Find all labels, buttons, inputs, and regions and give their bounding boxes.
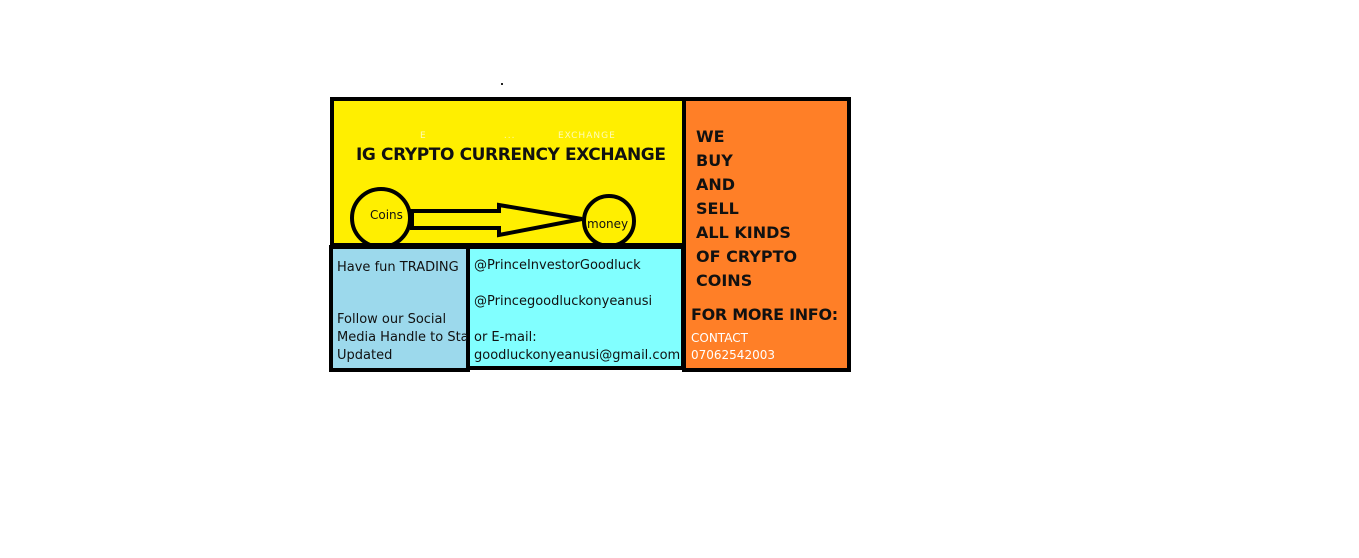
coins-to-money-diagram xyxy=(350,187,636,249)
money-label: money xyxy=(587,217,629,231)
stray-dot xyxy=(501,83,503,85)
trading-info-box: Have fun TRADING Follow our Social Media… xyxy=(329,245,476,372)
contact-text: CONTACT 07062542003 xyxy=(691,331,775,362)
buy-sell-panel: WE BUY AND SELL ALL KINDS OF CRYPTO COIN… xyxy=(682,97,851,372)
social-handle-1: @PrinceInvestorGoodluck xyxy=(474,258,641,273)
faint-header-text: E ... EXCHANGE xyxy=(420,131,616,141)
social-handles-box: @PrinceInvestorGoodluck @Princegoodlucko… xyxy=(467,245,684,370)
arrow-right-icon xyxy=(410,202,583,238)
follow-text-line2: Media Handle to Stay xyxy=(337,330,477,345)
header-panel: E ... EXCHANGE IG CRYPTO CURRENCY EXCHAN… xyxy=(330,97,684,249)
slogan-text: WE BUY AND SELL ALL KINDS OF CRYPTO COIN… xyxy=(696,127,798,290)
social-handle-2: @Princegoodluckonyeanusi xyxy=(474,294,653,309)
coins-label: Coins xyxy=(370,208,403,222)
more-info-heading: FOR MORE INFO: xyxy=(691,305,838,324)
page-title: IG CRYPTO CURRENCY EXCHANGE xyxy=(356,145,666,165)
follow-text-line1: Follow our Social xyxy=(337,312,447,327)
follow-text-line3: Updated xyxy=(337,348,393,363)
email-label: or E-mail: xyxy=(474,330,537,345)
email-address: goodluckonyeanusi@gmail.com xyxy=(474,348,681,363)
fun-trading-text: Have fun TRADING xyxy=(337,260,459,275)
